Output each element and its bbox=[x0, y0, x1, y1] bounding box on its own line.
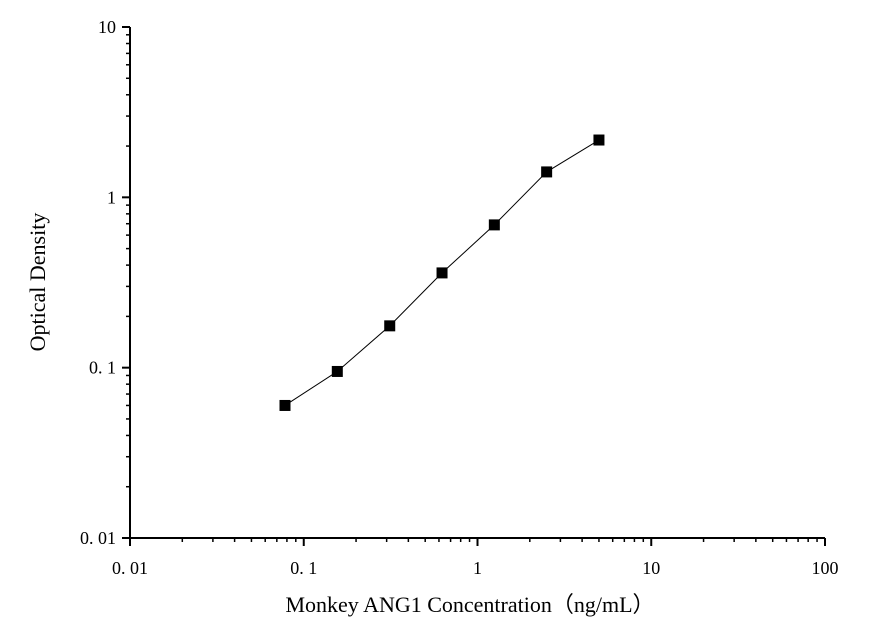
y-tick-label: 0. 01 bbox=[80, 528, 116, 548]
y-tick-label: 1 bbox=[107, 187, 116, 207]
y-tick-label: 10 bbox=[98, 17, 116, 37]
data-point bbox=[279, 399, 291, 411]
plot-area bbox=[279, 134, 605, 411]
data-point bbox=[541, 166, 553, 178]
data-point bbox=[436, 267, 448, 279]
data-point bbox=[331, 365, 343, 377]
y-tick-label: 0. 1 bbox=[89, 358, 116, 378]
x-tick-label: 1 bbox=[473, 558, 482, 578]
data-point bbox=[488, 219, 500, 231]
x-tick-label: 10 bbox=[642, 558, 660, 578]
tick-labels: 0. 01 0. 1 1 10 100 0. 01 0. 1 1 10 bbox=[80, 17, 839, 578]
x-tick-label: 100 bbox=[812, 558, 839, 578]
y-axis-label: Optical Density bbox=[25, 213, 50, 352]
x-tick-label: 0. 01 bbox=[112, 558, 148, 578]
x-axis-label: Monkey ANG1 Concentration（ng/mL） bbox=[285, 592, 654, 617]
data-point bbox=[384, 320, 396, 332]
axes bbox=[122, 26, 826, 546]
data-point bbox=[593, 134, 605, 146]
x-tick-label: 0. 1 bbox=[290, 558, 317, 578]
